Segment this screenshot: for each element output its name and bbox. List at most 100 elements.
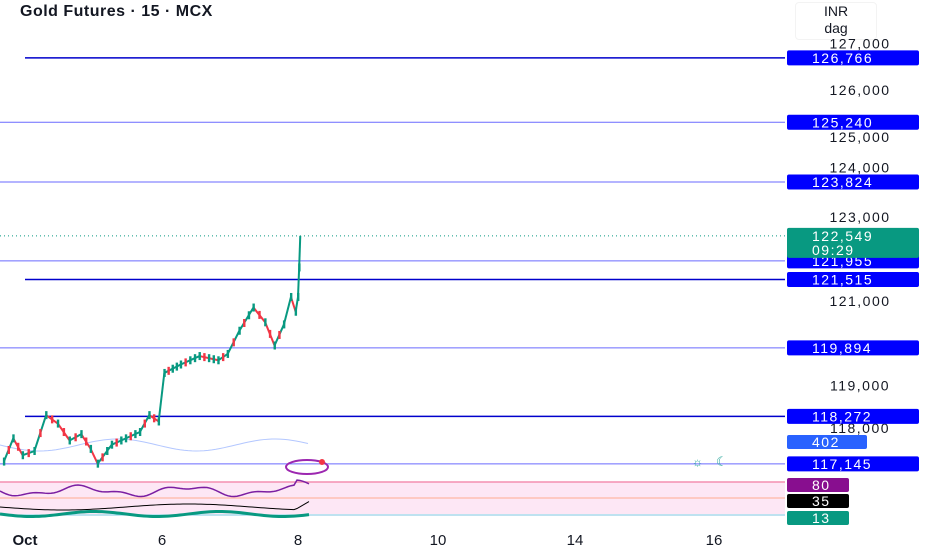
- price-segment: [298, 235, 302, 268]
- candle: [238, 326, 241, 335]
- candle: [163, 368, 166, 377]
- level-label: 123,824: [812, 174, 873, 190]
- candle: [171, 364, 174, 373]
- rsi-upper-label-bg: [787, 478, 849, 492]
- volume-label: 402: [812, 434, 840, 450]
- candle: [12, 434, 15, 443]
- oscillator-value-label: 13: [812, 510, 831, 526]
- rsi-band: [0, 482, 785, 516]
- candle: [129, 432, 132, 441]
- candle: [252, 303, 255, 312]
- candle: [45, 411, 48, 420]
- level-label: 125,240: [812, 114, 873, 130]
- candle: [273, 341, 276, 350]
- candle: [115, 438, 118, 447]
- currency-unit-button[interactable]: INR dag: [795, 2, 877, 40]
- candle: [89, 444, 93, 453]
- candle: [282, 320, 286, 329]
- candle: [278, 330, 281, 339]
- candle: [124, 434, 128, 443]
- price-segment: [297, 267, 301, 298]
- time-tick-label: 6: [158, 532, 166, 549]
- level-label: 119,894: [812, 340, 872, 356]
- candle: [175, 362, 179, 371]
- candle: [101, 453, 104, 462]
- candle: [84, 437, 88, 446]
- price-segment: [111, 437, 127, 446]
- candle: [212, 355, 215, 364]
- notification-dot-icon: [319, 459, 325, 465]
- candle: [134, 430, 137, 439]
- level-label-bg: [787, 340, 919, 356]
- candle: [120, 436, 123, 445]
- price-tick-label: 124,000: [829, 160, 890, 176]
- candle: [152, 414, 156, 423]
- candle: [16, 442, 20, 451]
- oscillator-line: [0, 510, 310, 518]
- tradingview-logo-icon: [285, 459, 329, 475]
- candle: [203, 353, 206, 362]
- candle: [221, 353, 225, 362]
- oscillator-value-label-bg: [787, 511, 849, 525]
- level-label-bg: [787, 408, 919, 424]
- candle: [184, 358, 187, 367]
- candle: [33, 447, 36, 456]
- candle: [189, 356, 192, 365]
- candle: [226, 349, 230, 358]
- candle: [243, 319, 246, 328]
- candle: [217, 356, 220, 365]
- candle: [74, 433, 77, 442]
- volume-label-bg: [787, 435, 867, 449]
- candle: [179, 360, 183, 369]
- price-tick-label: 127,000: [829, 35, 890, 51]
- time-tick-label: 10: [430, 532, 447, 549]
- level-label: 118,272: [812, 408, 872, 424]
- candle: [68, 436, 71, 445]
- countdown-label: 09:29: [812, 242, 855, 258]
- time-tick-label: 8: [294, 532, 302, 549]
- price-tick-label: 126,000: [829, 82, 890, 98]
- candle: [268, 329, 272, 338]
- candle: [50, 415, 54, 424]
- price-segment: [96, 444, 113, 465]
- price-tick-label: 118,000: [830, 420, 890, 436]
- candle: [148, 411, 151, 420]
- candle: [193, 354, 197, 363]
- candle: [110, 440, 114, 449]
- last-price-label-bg: [787, 227, 919, 258]
- price-tick-label: 125,000: [829, 129, 890, 145]
- candle: [294, 307, 298, 316]
- level-label-bg: [787, 271, 919, 287]
- candle: [143, 419, 146, 428]
- moon-icon: ☾: [716, 454, 728, 469]
- level-label-bg: [787, 114, 919, 130]
- candle: [21, 451, 25, 460]
- rsi-line: [0, 479, 310, 498]
- candle: [247, 311, 251, 320]
- volume-ma-line: [0, 438, 309, 452]
- candle: [7, 445, 10, 454]
- last-price-label: 122,549: [812, 228, 873, 244]
- price-tick-label: 119,000: [830, 378, 890, 394]
- candle: [232, 338, 235, 347]
- symbol-title[interactable]: Gold Futures · 15 · MCX: [20, 3, 213, 20]
- rsi-value-label-bg: [787, 494, 849, 508]
- candle: [289, 292, 293, 301]
- time-tick-label: 16: [706, 532, 723, 549]
- price-segment: [157, 372, 166, 422]
- candle: [2, 457, 6, 466]
- candle: [258, 310, 261, 319]
- candle: [62, 428, 66, 437]
- candle: [298, 263, 301, 272]
- candle: [264, 318, 267, 327]
- candle: [167, 366, 170, 375]
- currency-label: INR: [823, 3, 849, 19]
- time-tick-label: 14: [567, 532, 584, 549]
- level-label-bg: [787, 174, 919, 190]
- candle: [106, 447, 109, 456]
- price-segment: [238, 307, 255, 332]
- candle: [80, 430, 83, 439]
- rsi-upper-label: 80: [812, 477, 831, 493]
